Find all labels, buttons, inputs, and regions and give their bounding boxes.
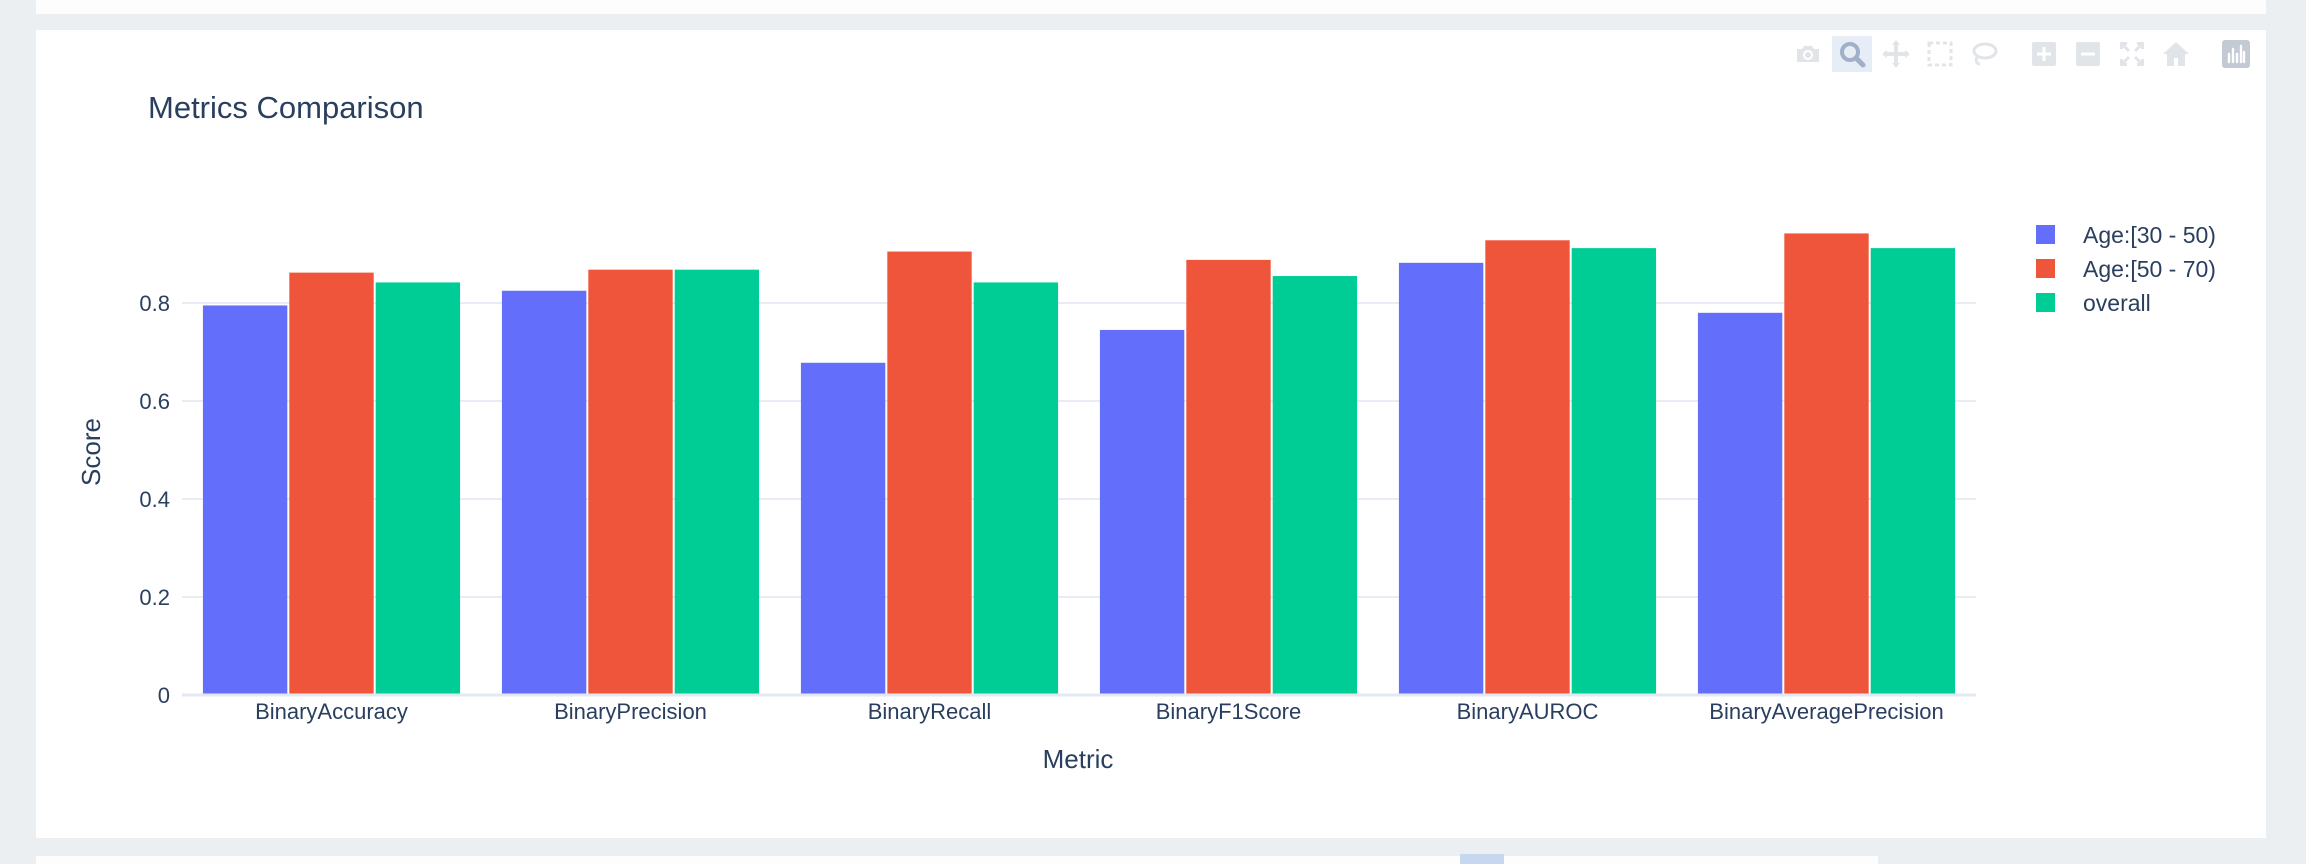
lasso-icon[interactable] (1964, 36, 2004, 72)
gridlines (182, 302, 1976, 598)
bar-4-0[interactable] (1398, 262, 1484, 695)
legend-item-1[interactable]: Age:[50 - 70) (2036, 256, 2216, 282)
plotly-logo-icon[interactable] (2216, 36, 2256, 72)
y-tick-label-4: 0.8 (139, 291, 170, 316)
modebar (1788, 36, 2256, 72)
bar-3-1[interactable] (1186, 259, 1271, 695)
zoom-icon[interactable] (1832, 36, 1872, 72)
bar-1-1[interactable] (588, 269, 673, 695)
bar-0-2[interactable] (375, 282, 461, 695)
x-tick-label-0: BinaryAccuracy (255, 699, 408, 724)
bar-2-2[interactable] (973, 282, 1059, 695)
y-tick-label-3: 0.6 (139, 389, 170, 414)
bar-2-1[interactable] (887, 251, 972, 696)
x-tick-label-1: BinaryPrecision (554, 699, 707, 724)
zoom-out-icon[interactable] (2068, 36, 2108, 72)
zoom-in-icon[interactable] (2024, 36, 2064, 72)
legend-label-2: overall (2083, 290, 2151, 316)
pan-icon[interactable] (1876, 36, 1916, 72)
legend-label-1: Age:[50 - 70) (2083, 256, 2216, 282)
next-panel-marker (1460, 854, 1504, 864)
bar-4-1[interactable] (1485, 240, 1570, 695)
previous-panel-edge (36, 0, 2266, 14)
legend-swatch-2 (2036, 293, 2055, 312)
bars (202, 233, 1956, 696)
y-axis-title: Score (76, 418, 106, 486)
x-axis-title: Metric (1043, 744, 1114, 774)
y-tick-label-1: 0.2 (139, 585, 170, 610)
bar-4-2[interactable] (1571, 248, 1657, 695)
bar-1-2[interactable] (674, 269, 760, 695)
box-select-icon[interactable] (1920, 36, 1960, 72)
chart-title: Metrics Comparison (148, 90, 424, 125)
autoscale-icon[interactable] (2112, 36, 2152, 72)
x-tick-label-2: BinaryRecall (868, 699, 992, 724)
home-icon[interactable] (2156, 36, 2196, 72)
bar-1-0[interactable] (501, 290, 587, 695)
next-panel-edge (36, 856, 1878, 864)
camera-icon[interactable] (1788, 36, 1828, 72)
legend-item-0[interactable]: Age:[30 - 50) (2036, 222, 2216, 248)
y-tick-label-0: 0 (158, 683, 170, 708)
legend-label-0: Age:[30 - 50) (2083, 222, 2216, 248)
bar-3-0[interactable] (1099, 329, 1185, 695)
bar-3-2[interactable] (1272, 276, 1358, 695)
bar-0-1[interactable] (289, 272, 374, 695)
bar-5-1[interactable] (1784, 233, 1869, 696)
bar-5-2[interactable] (1870, 248, 1956, 695)
y-tick-label-2: 0.4 (139, 487, 170, 512)
legend-swatch-0 (2036, 225, 2055, 244)
legend: Age:[30 - 50) Age:[50 - 70) overall (2036, 222, 2216, 316)
legend-swatch-1 (2036, 259, 2055, 278)
legend-item-2[interactable]: overall (2036, 290, 2151, 316)
bar-0-0[interactable] (202, 305, 288, 695)
x-tick-label-3: BinaryF1Score (1156, 699, 1302, 724)
x-tick-label-5: BinaryAveragePrecision (1709, 699, 1943, 724)
bar-2-0[interactable] (800, 362, 886, 695)
x-tick-label-4: BinaryAUROC (1457, 699, 1599, 724)
axes: 0 0.2 0.4 0.6 0.8 BinaryAccuracy BinaryPrecisi… (139, 291, 1976, 724)
bar-5-0[interactable] (1697, 312, 1783, 695)
